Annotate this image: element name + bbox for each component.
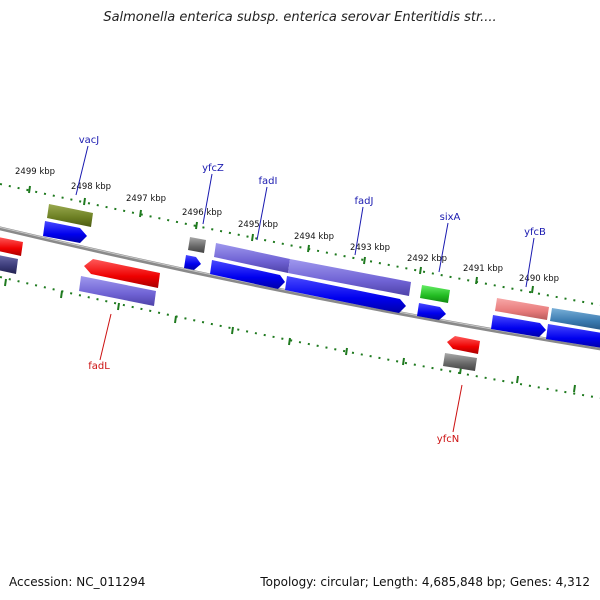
gene-labels: vacJ yfcZ fadI fadJ sixA yfcB fadL yfcN: [79, 135, 546, 445]
gene-arrow-fadI-feature[interactable]: [214, 243, 290, 273]
cds-arrow-yfcB[interactable]: [491, 315, 546, 337]
accession-text: Accession: NC_011294: [9, 575, 146, 589]
cds-arrow-fadI[interactable]: [210, 260, 285, 289]
tick-mark: [195, 221, 198, 230]
cds-arrow-fadL-reverse[interactable]: [84, 259, 160, 288]
tick-label: 2494 kbp: [294, 232, 334, 242]
leader-line: [99, 313, 112, 361]
cds-arrow-left-edge[interactable]: [0, 255, 18, 274]
cds-arrow-next[interactable]: [546, 324, 600, 348]
gene-arrow-fadL-reverse[interactable]: [79, 276, 156, 306]
leader-line: [438, 222, 449, 273]
tick-mark: [60, 290, 63, 299]
tick-label: 2493 kbp: [350, 243, 390, 253]
leader-line: [354, 206, 364, 256]
leader-line: [75, 145, 89, 196]
reverse-features: [79, 259, 480, 371]
cds-arrow-fadJ[interactable]: [285, 276, 406, 313]
chromosome-backbone: [0, 226, 600, 351]
gene-label-fadI[interactable]: fadI: [259, 176, 278, 187]
gene-label-sixA[interactable]: sixA: [440, 212, 461, 223]
gene-arrow-yfcN-reverse[interactable]: [443, 353, 477, 371]
tick-mark: [174, 315, 177, 324]
gene-label-yfcB[interactable]: yfcB: [524, 227, 546, 238]
tick-mark: [475, 276, 478, 285]
forward-inner-features: [0, 221, 600, 348]
cds-arrow-yfcN-reverse[interactable]: [447, 336, 480, 354]
outer-major-ticks: [28, 185, 534, 294]
genome-title: Salmonella enterica subsp. enterica sero…: [103, 10, 497, 25]
tick-label: 2499 kbp: [15, 167, 55, 177]
tick-label: 2491 kbp: [463, 264, 503, 274]
gene-arrow-yfcB-feature[interactable]: [495, 298, 549, 320]
tick-mark: [117, 302, 120, 311]
leader-line: [202, 173, 213, 225]
tick-mark: [288, 337, 291, 346]
gene-arrow-fadJ-feature[interactable]: [288, 259, 411, 296]
tick-label: 2496 kbp: [182, 208, 222, 218]
tick-mark: [573, 384, 576, 393]
inner-ruler: [0, 276, 600, 399]
forward-outer-features: [0, 204, 600, 330]
tick-mark: [231, 326, 234, 335]
leader-lines: [75, 145, 535, 433]
tick-label: 2497 kbp: [126, 194, 166, 204]
gene-label-yfcN[interactable]: yfcN: [437, 434, 459, 445]
gene-label-yfcZ[interactable]: yfcZ: [202, 163, 224, 174]
gene-arrow-sixA-feature[interactable]: [420, 285, 450, 303]
tick-mark: [251, 233, 254, 242]
inner-major-ticks: [4, 278, 576, 393]
tick-labels: 2499 kbp 2498 kbp 2497 kbp 2496 kbp 2495…: [15, 167, 559, 284]
leader-line: [452, 384, 463, 433]
tick-label: 2495 kbp: [238, 220, 278, 230]
tick-label: 2492 kbp: [407, 254, 447, 264]
gene-arrow-yfcZ-feature[interactable]: [188, 237, 206, 253]
leader-line: [256, 186, 268, 241]
gene-arrow-vacJ-feature[interactable]: [47, 204, 93, 227]
gene-label-fadJ[interactable]: fadJ: [355, 196, 374, 207]
tick-label: 2490 kbp: [519, 274, 559, 284]
tick-mark: [531, 285, 534, 294]
leader-line: [525, 237, 535, 288]
tick-mark: [345, 347, 348, 356]
tick-mark: [516, 375, 519, 384]
tick-label: 2498 kbp: [71, 182, 111, 192]
cds-arrow-yfcZ[interactable]: [184, 255, 201, 270]
tick-mark: [83, 197, 86, 206]
tick-mark: [363, 256, 366, 265]
tick-mark: [139, 209, 142, 218]
tick-mark: [402, 357, 405, 366]
gene-label-vacJ[interactable]: vacJ: [79, 135, 100, 146]
gene-arrow-left-edge-feature[interactable]: [0, 237, 23, 256]
tick-mark: [28, 185, 31, 194]
gene-arrow-next-feature[interactable]: [550, 308, 600, 330]
tick-mark: [419, 266, 422, 275]
cds-arrow-vacJ[interactable]: [43, 221, 87, 243]
cds-arrow-sixA[interactable]: [417, 303, 446, 320]
outer-ruler: [0, 183, 600, 306]
gene-label-fadL[interactable]: fadL: [88, 361, 110, 372]
tick-mark: [4, 278, 7, 287]
tick-mark: [307, 244, 310, 253]
genome-summary-text: Topology: circular; Length: 4,685,848 bp…: [260, 575, 590, 589]
